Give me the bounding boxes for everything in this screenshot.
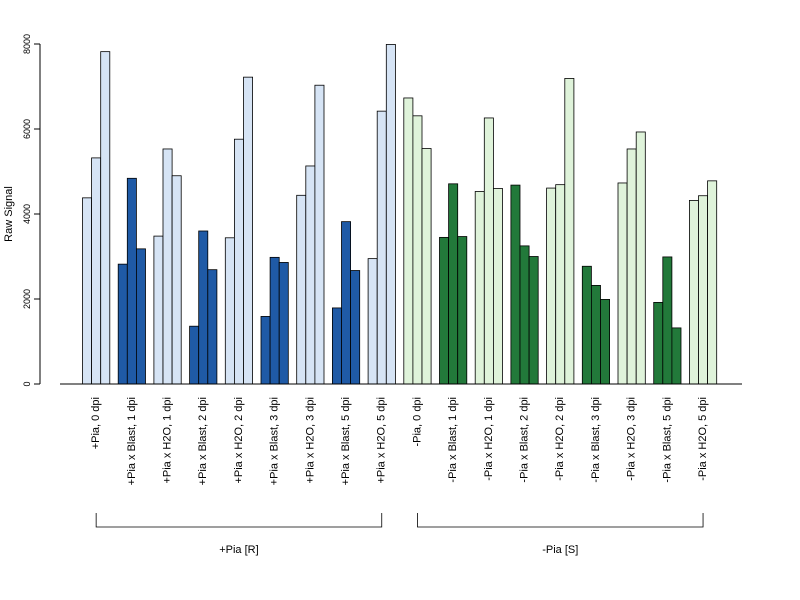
bar	[707, 180, 718, 385]
y-tick-label: 6000	[22, 119, 32, 139]
category-label: +Pia, 0 dpi	[90, 397, 102, 449]
category-label: +Pia x H2O, 1 dpi	[161, 397, 173, 484]
bar	[483, 117, 494, 385]
bar	[421, 148, 432, 385]
bar	[207, 269, 218, 385]
y-tick-label: 4000	[22, 204, 32, 224]
bar	[189, 325, 200, 385]
category-label: +Pia x Blast, 3 dpi	[269, 397, 281, 485]
bar	[367, 258, 378, 385]
bar	[510, 184, 521, 385]
category-label: +Pia x Blast, 2 dpi	[197, 397, 209, 485]
bar	[448, 183, 459, 385]
bar	[350, 270, 361, 385]
bar	[171, 175, 182, 385]
bar	[162, 148, 173, 385]
bar	[260, 316, 271, 385]
category-label: -Pia, 0 dpi	[411, 397, 423, 447]
group-label: -Pia [S]	[542, 544, 578, 556]
y-ticks-layer: 0 2000 4000 6000 8000	[22, 34, 40, 387]
bar	[600, 299, 611, 385]
bar	[546, 187, 557, 385]
bar	[698, 195, 709, 385]
bar	[403, 97, 414, 385]
category-label: -Pia x H2O, 1 dpi	[483, 397, 495, 481]
bar	[439, 236, 450, 385]
category-label: -Pia x Blast, 3 dpi	[590, 397, 602, 483]
bar	[198, 230, 209, 385]
category-labels-layer: +Pia, 0 dpi +Pia x Blast, 1 dpi +Pia x H2O…	[90, 397, 709, 485]
category-label: -Pia x Blast, 1 dpi	[447, 397, 459, 483]
bar	[492, 188, 503, 385]
bar	[91, 157, 102, 385]
bar	[555, 184, 566, 385]
group-bracket	[95, 513, 383, 528]
bar	[635, 131, 646, 385]
category-label: +Pia x H2O, 2 dpi	[233, 397, 245, 484]
category-label: -Pia x H2O, 3 dpi	[626, 397, 638, 481]
y-tick-label: 2000	[22, 289, 32, 309]
bar	[581, 265, 592, 385]
bar	[278, 262, 289, 385]
bar	[528, 256, 539, 385]
bar	[519, 245, 530, 385]
bar	[564, 78, 575, 385]
y-tick-label: 8000	[22, 34, 32, 54]
bar	[100, 51, 111, 385]
bar	[224, 237, 235, 385]
bar	[474, 191, 485, 385]
bar	[412, 115, 423, 385]
bar	[305, 165, 316, 385]
bar	[126, 177, 137, 385]
bar	[243, 76, 254, 385]
bar	[233, 138, 244, 385]
category-label: -Pia x H2O, 2 dpi	[554, 397, 566, 481]
category-label: +Pia x Blast, 1 dpi	[126, 397, 138, 485]
group-label: +Pia [R]	[219, 544, 258, 556]
category-label: -Pia x H2O, 5 dpi	[697, 397, 709, 481]
bars-layer	[82, 44, 718, 385]
bar	[591, 284, 601, 385]
bar	[82, 197, 93, 385]
bar	[385, 44, 396, 385]
bar	[314, 84, 325, 385]
bar	[341, 221, 352, 385]
bar	[296, 194, 307, 385]
bar	[153, 235, 164, 385]
category-label: +Pia x H2O, 5 dpi	[376, 397, 388, 484]
y-tick-label: 0	[22, 381, 32, 386]
bar	[269, 256, 280, 385]
bar	[331, 307, 342, 385]
bar	[626, 148, 637, 385]
category-label: +Pia x H2O, 3 dpi	[304, 397, 316, 484]
y-axis-title: Raw Signal	[3, 186, 15, 242]
bar	[617, 182, 628, 385]
bar	[135, 248, 146, 385]
bar	[653, 301, 664, 385]
group-brackets-layer: +Pia [R] -Pia [S]	[95, 513, 704, 556]
bar	[689, 199, 699, 385]
category-label: -Pia x Blast, 5 dpi	[661, 397, 673, 483]
category-label: +Pia x Blast, 5 dpi	[340, 397, 352, 485]
category-label: -Pia x Blast, 2 dpi	[518, 397, 530, 483]
bar	[376, 110, 387, 385]
bar	[457, 236, 468, 385]
bar	[117, 263, 128, 385]
group-bracket	[417, 513, 704, 528]
bar	[662, 256, 673, 385]
bar	[671, 327, 682, 385]
